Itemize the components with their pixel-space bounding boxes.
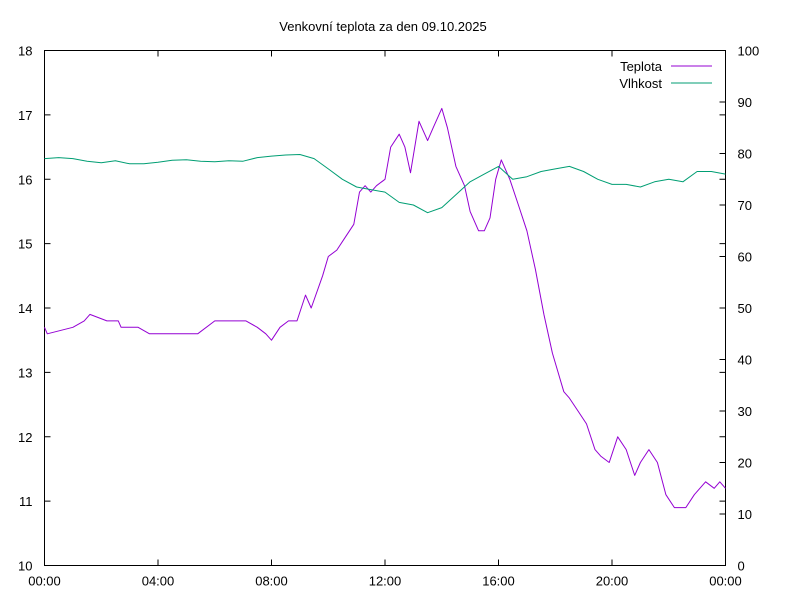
right-tick-label: 90 xyxy=(738,95,752,110)
right-tick-label: 100 xyxy=(738,44,760,59)
left-tick-label: 11 xyxy=(19,494,33,509)
x-tick-label: 12:00 xyxy=(369,574,402,589)
left-tick-label: 16 xyxy=(18,172,32,187)
x-tick-label: 20:00 xyxy=(596,574,629,589)
left-tick-label: 18 xyxy=(18,44,32,59)
chart-title: Venkovní teplota za den 09.10.2025 xyxy=(279,19,486,34)
right-tick-label: 60 xyxy=(738,250,752,265)
left-tick-label: 13 xyxy=(18,365,32,380)
right-tick-label: 40 xyxy=(738,353,752,368)
x-tick-label: 04:00 xyxy=(142,574,175,589)
x-axis-ticks: 00:00 04:00 08:00 12:00 16:00 20:00 00:00 xyxy=(28,50,742,589)
series-layer xyxy=(44,107,726,509)
x-tick-label: 00:00 xyxy=(709,574,742,589)
left-tick-label: 10 xyxy=(18,559,32,574)
series-line-teplota xyxy=(44,107,726,509)
right-tick-label: 0 xyxy=(738,559,745,574)
series-line-vlhkost xyxy=(44,154,726,214)
plot-border xyxy=(44,50,726,566)
right-tick-label: 80 xyxy=(738,147,752,162)
x-tick-label: 00:00 xyxy=(28,574,61,589)
x-tick-label: 08:00 xyxy=(255,574,288,589)
right-tick-label: 20 xyxy=(738,456,752,471)
left-tick-label: 17 xyxy=(18,108,32,123)
left-tick-label: 12 xyxy=(18,430,32,445)
legend-label-teplota: Teplota xyxy=(620,59,663,74)
left-tick-label: 15 xyxy=(18,237,32,252)
right-tick-label: 50 xyxy=(738,301,752,316)
right-axis-ticks: 0 10 20 30 40 50 60 70 80 90 100 xyxy=(719,44,760,574)
left-axis-ticks: 10 11 12 13 14 15 16 17 18 xyxy=(18,44,726,574)
x-tick-label: 16:00 xyxy=(482,574,515,589)
legend: Teplota Vlhkost xyxy=(619,59,712,91)
right-tick-label: 30 xyxy=(738,404,752,419)
right-tick-label: 10 xyxy=(738,507,752,522)
legend-label-vlhkost: Vlhkost xyxy=(619,76,662,91)
left-tick-label: 14 xyxy=(18,301,32,316)
right-tick-label: 70 xyxy=(738,198,752,213)
